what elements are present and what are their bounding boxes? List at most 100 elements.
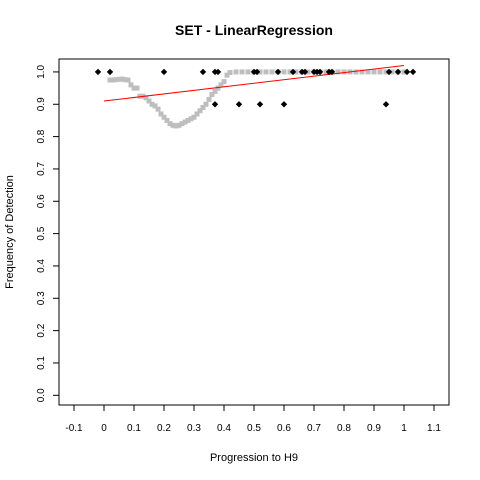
- smoothed-point-65: [377, 69, 383, 75]
- x-tick-label-8: 0.7: [307, 423, 321, 434]
- smoothed-point-1: [110, 77, 116, 83]
- observed-point-22: [385, 68, 393, 76]
- observed-point-23: [394, 68, 402, 76]
- observed-point-20: [328, 68, 336, 76]
- smoothed-point-19: [164, 117, 170, 123]
- observed-point-24: [403, 68, 411, 76]
- observed-point-3: [199, 68, 207, 76]
- x-tick-label-3: 0.2: [157, 423, 171, 434]
- smoothed-point-9: [134, 85, 140, 91]
- smoothed-point-21: [170, 122, 176, 128]
- smoothed-point-64: [371, 69, 377, 75]
- y-axis-label: Frequency of Detection: [4, 175, 16, 289]
- smoothed-point-13: [146, 98, 152, 104]
- smoothed-point-10: [137, 93, 143, 99]
- smoothed-point-23: [176, 122, 182, 128]
- smoothed-point-7: [128, 82, 134, 88]
- smoothed-point-25: [182, 119, 188, 125]
- y-tick-label-9: 0.9: [36, 97, 47, 111]
- observed-point-11: [274, 68, 282, 76]
- smoothed-point-31: [200, 105, 206, 111]
- x-tick-label-10: 0.9: [367, 423, 381, 434]
- y-tick-label-1: 0.1: [36, 356, 47, 370]
- observed-point-7: [235, 101, 243, 108]
- smoothed-point-16: [155, 106, 161, 112]
- smoothed-point-36: [215, 85, 221, 91]
- y-tick-label-0: 0.0: [36, 388, 47, 402]
- smoothed-point-12: [143, 95, 149, 101]
- observed-point-13: [289, 68, 297, 76]
- smoothed-point-30: [197, 108, 203, 114]
- observed-point-1: [106, 68, 114, 76]
- smoothed-point-62: [359, 69, 365, 75]
- smoothed-point-33: [206, 96, 212, 102]
- x-tick-label-0: -0.1: [65, 423, 83, 434]
- observed-point-21: [382, 101, 390, 108]
- y-tick-label-7: 0.7: [36, 162, 47, 176]
- smoothed-point-6: [125, 77, 131, 83]
- smoothed-point-35: [212, 88, 218, 94]
- y-tick-label-8: 0.8: [36, 129, 47, 143]
- smoothed-point-22: [173, 123, 179, 129]
- x-axis-label: Progression to H9: [210, 452, 298, 464]
- y-tick-label-6: 0.6: [36, 194, 47, 208]
- smoothed-point-29: [194, 111, 200, 117]
- y-tick-label-5: 0.5: [36, 226, 47, 240]
- observed-point-5: [214, 68, 222, 76]
- x-tick-label-9: 0.8: [337, 423, 351, 434]
- y-tick-label-3: 0.3: [36, 291, 47, 305]
- smoothed-point-17: [158, 111, 164, 117]
- x-tick-label-2: 0.1: [127, 423, 141, 434]
- regression-line-segment: [103, 64, 405, 102]
- x-tick-label-12: 1.1: [427, 423, 441, 434]
- y-tick-label-10: 1.0: [36, 65, 47, 79]
- smoothed-point-41: [233, 69, 239, 75]
- smoothed-point-2: [113, 77, 119, 83]
- y-tick-label-4: 0.4: [36, 259, 47, 273]
- x-tick-label-4: 0.3: [187, 423, 201, 434]
- smoothed-point-59: [341, 69, 347, 75]
- smoothed-point-24: [179, 121, 185, 127]
- smoothed-point-3: [116, 76, 122, 82]
- smoothed-point-26: [185, 117, 191, 123]
- y-tick-label-2: 0.2: [36, 323, 47, 337]
- smoothed-point-39: [224, 72, 230, 78]
- observed-point-0: [94, 68, 102, 76]
- smoothed-point-43: [245, 69, 251, 75]
- x-tick-label-7: 0.6: [277, 423, 291, 434]
- observed-point-18: [316, 68, 324, 76]
- smoothed-point-34: [209, 92, 215, 98]
- smoothed-point-58: [335, 69, 341, 75]
- smoothed-point-38: [221, 79, 227, 85]
- regression-line: [103, 64, 405, 102]
- smoothed-point-63: [365, 69, 371, 75]
- smoothed-point-42: [239, 69, 245, 75]
- plot-frame: [58, 58, 450, 406]
- observed-point-9: [253, 68, 261, 76]
- observed-point-6: [211, 101, 219, 108]
- x-tick-label-6: 0.5: [247, 423, 261, 434]
- smoothed-point-47: [269, 69, 275, 75]
- smoothed-point-49: [281, 69, 287, 75]
- smoothed-point-61: [353, 69, 359, 75]
- smoothed-point-40: [227, 70, 233, 76]
- smoothed-point-20: [167, 121, 173, 127]
- smoothed-series: [107, 69, 407, 129]
- x-tick-label-1: 0: [101, 423, 107, 434]
- y-axis: 0.0 0.1 0.2 0.3 0.4 0.5 0.6 0.7 0.8 0.9 1.0: [36, 65, 59, 402]
- smoothed-point-37: [218, 82, 224, 88]
- smoothed-point-27: [188, 116, 194, 122]
- smoothed-point-0: [107, 77, 113, 83]
- smoothed-point-18: [161, 114, 167, 120]
- smoothed-point-15: [152, 103, 158, 109]
- observed-point-25: [409, 68, 417, 76]
- smoothed-point-46: [263, 69, 269, 75]
- smoothed-point-32: [203, 101, 209, 107]
- smoothed-point-8: [131, 85, 137, 91]
- observed-point-15: [301, 68, 309, 76]
- x-tick-label-11: 1: [401, 423, 407, 434]
- chart-title: SET - LinearRegression: [175, 22, 333, 38]
- x-tick-label-5: 0.4: [217, 423, 231, 434]
- observed-point-10: [256, 101, 264, 108]
